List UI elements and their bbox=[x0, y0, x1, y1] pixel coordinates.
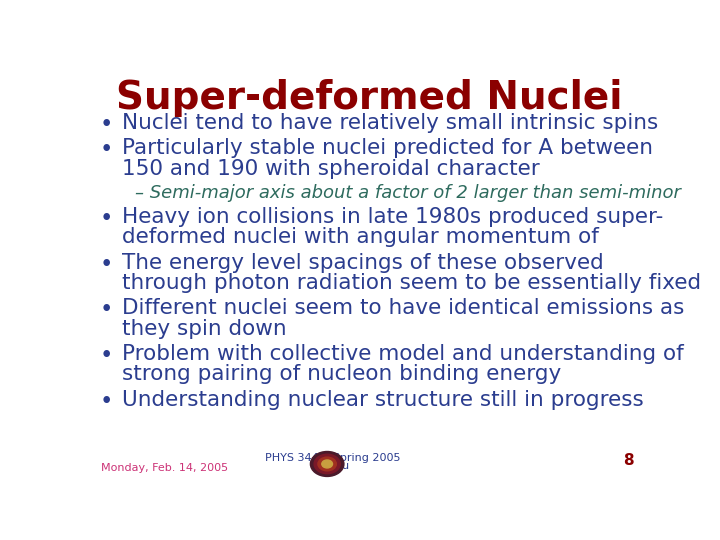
Text: Problem with collective model and understanding of: Problem with collective model and unders… bbox=[122, 345, 684, 364]
Text: – Semi-major axis about a factor of 2 larger than semi-minor: – Semi-major axis about a factor of 2 la… bbox=[135, 184, 680, 202]
Text: Different nuclei seem to have identical emissions as: Different nuclei seem to have identical … bbox=[122, 299, 685, 319]
Text: Jae Yu: Jae Yu bbox=[316, 462, 349, 471]
Text: •: • bbox=[100, 390, 114, 413]
Text: 8: 8 bbox=[624, 453, 634, 468]
Text: •: • bbox=[100, 253, 114, 275]
Text: they spin down: they spin down bbox=[122, 319, 287, 339]
Text: •: • bbox=[100, 113, 114, 136]
Circle shape bbox=[314, 454, 341, 474]
Text: •: • bbox=[100, 207, 114, 229]
Text: PHYS 3446, Spring 2005: PHYS 3446, Spring 2005 bbox=[265, 453, 400, 463]
Text: Understanding nuclear structure still in progress: Understanding nuclear structure still in… bbox=[122, 390, 644, 410]
Text: The energy level spacings of these observed: The energy level spacings of these obser… bbox=[122, 253, 604, 273]
Circle shape bbox=[318, 457, 336, 471]
Text: 150 and 190 with spheroidal character: 150 and 190 with spheroidal character bbox=[122, 159, 540, 179]
Text: Monday, Feb. 14, 2005: Monday, Feb. 14, 2005 bbox=[101, 463, 228, 473]
Text: deformed nuclei with angular momentum of: deformed nuclei with angular momentum of bbox=[122, 227, 599, 247]
Text: Heavy ion collisions in late 1980s produced super-: Heavy ion collisions in late 1980s produ… bbox=[122, 207, 664, 227]
Text: through photon radiation seem to be essentially fixed: through photon radiation seem to be esse… bbox=[122, 273, 701, 293]
Text: •: • bbox=[100, 138, 114, 161]
Text: Particularly stable nuclei predicted for A between: Particularly stable nuclei predicted for… bbox=[122, 138, 653, 158]
Text: strong pairing of nucleon binding energy: strong pairing of nucleon binding energy bbox=[122, 364, 562, 384]
Text: Super-deformed Nuclei: Super-deformed Nuclei bbox=[116, 79, 622, 117]
Text: Nuclei tend to have relatively small intrinsic spins: Nuclei tend to have relatively small int… bbox=[122, 113, 659, 133]
Text: •: • bbox=[100, 299, 114, 321]
Circle shape bbox=[310, 451, 344, 476]
Circle shape bbox=[322, 460, 333, 468]
Text: •: • bbox=[100, 345, 114, 367]
